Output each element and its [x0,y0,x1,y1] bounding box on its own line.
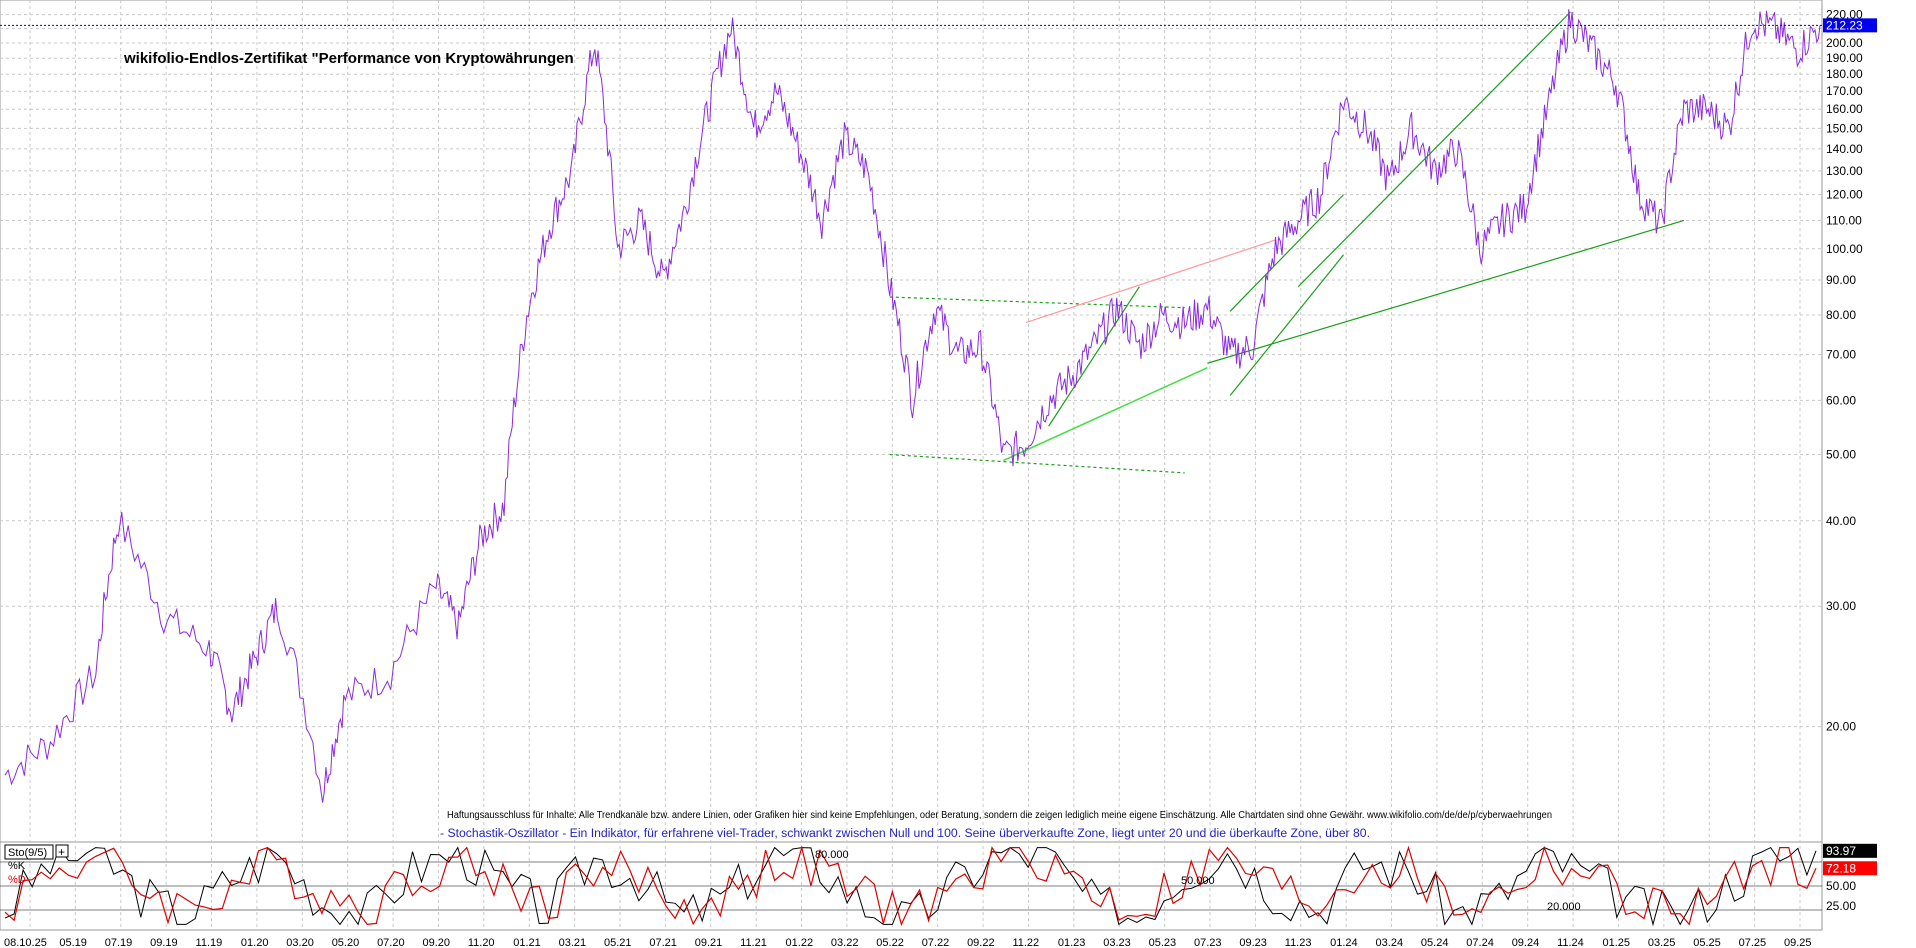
plus-icon[interactable]: + [58,845,65,859]
stochastic-legend-box[interactable] [4,844,54,860]
axes: 20.00 30.00 40.00 50.00 60.00 70.00 80.00 90.00… [0,8,1877,948]
x-tick-label: 05.22 [876,937,904,948]
y-tick-label: 190.00 [1826,51,1863,65]
x-tick-label: 11.23 [1285,937,1312,948]
x-tick-label: 09.25 [1784,937,1812,948]
x-tick-label: 07.24 [1466,937,1494,948]
trendline [1229,194,1344,312]
stoch-y-tick-label: 50.00 [1826,879,1856,893]
stoch-level-20-label: 20.000 [1547,901,1581,913]
stochastic-d-label: %D [8,874,26,886]
x-tick-label: 07.21 [649,937,677,948]
x-tick-label: 07.20 [377,937,405,948]
y-tick-label: 70.00 [1826,348,1856,362]
stoch-k-value-box [1823,843,1877,858]
y-tick-label: 80.00 [1826,308,1856,322]
x-tick-label: 08.10.25 [4,937,47,948]
y-tick-label: 30.00 [1826,599,1856,613]
trendline [1297,11,1571,288]
y-tick-label: 150.00 [1826,121,1863,135]
y-tick-label: 140.00 [1826,142,1863,156]
x-tick-label: 05.23 [1149,937,1177,948]
y-tick-label: 110.00 [1826,213,1862,227]
trendline [1229,254,1345,396]
stoch-d-value-label: 72.18 [1826,861,1856,875]
stoch-y-tick-label: 25.00 [1826,899,1856,913]
stochastic-legend-label: Sto(9/5) [8,847,47,859]
x-tick-label: 11.24 [1557,937,1584,948]
y-tick-label: 170.00 [1826,84,1863,98]
x-tick-label: 05.21 [604,937,632,948]
disclaimer-text: Haftungsausschluss für Inhalte: Alle Tre… [447,810,1552,821]
x-tick-label: 01.23 [1058,937,1086,948]
x-tick-label: 03.23 [1103,937,1131,948]
y-tick-label: 40.00 [1826,514,1856,528]
last-price-label: 212.23 [1826,18,1863,32]
x-tick-label: 01.20 [241,937,269,948]
stoch-level-80-label: 80.000 [815,849,849,861]
x-tick-label: 03.20 [286,937,314,948]
stochastic-series [4,845,1817,927]
x-tick-label: 03.25 [1648,937,1676,948]
x-tick-label: 01.22 [786,937,814,948]
x-tick-label: 07.22 [922,937,950,948]
x-tick-label: 05.24 [1421,937,1449,948]
x-tick-label: 01.21 [513,937,541,948]
price-line [4,9,1821,803]
stoch-d-line [4,845,1817,927]
x-tick-label: 11.20 [468,937,495,948]
x-tick-label: 09.24 [1512,937,1540,948]
x-tick-label: 03.21 [559,937,587,948]
y-tick-label: 120.00 [1826,188,1863,202]
x-tick-label: 03.24 [1376,937,1404,948]
x-tick-label: 07.19 [105,937,133,948]
x-tick-label: 11.19 [196,937,223,948]
trendlines [889,11,1685,474]
y-tick-label: 180.00 [1826,67,1863,81]
x-tick-label: 05.20 [332,937,360,948]
y-tick-label: 20.00 [1826,720,1856,734]
trendline [1207,219,1685,364]
trendline [1002,366,1208,462]
y-tick-label: 160.00 [1826,102,1863,116]
x-tick-label: 07.25 [1739,937,1767,948]
chart-title: wikifolio-Endlos-Zertifikat "Performance… [123,50,574,67]
x-tick-label: 01.24 [1330,937,1358,948]
x-tick-label: 03.22 [831,937,859,948]
stoch-k-value-label: 93.97 [1826,844,1856,858]
x-tick-label: 09.22 [967,937,995,948]
trendline [1048,286,1140,427]
price-series [4,9,1821,803]
x-tick-label: 05.19 [59,937,87,948]
expand-indicator-icon[interactable] [55,844,69,858]
y-tick-label: 130.00 [1826,164,1863,178]
indicator-note: - Stochastik-Oszillator - Ein Indikator,… [440,828,1370,840]
x-tick-label: 09.23 [1239,937,1267,948]
y-tick-label: 200.00 [1826,36,1863,50]
x-tick-label: 11.21 [740,937,767,948]
x-tick-label: 09.21 [695,937,723,948]
last-price-box [1823,18,1877,33]
stoch-d-value-box [1823,861,1877,876]
x-tick-label: 05.25 [1693,937,1721,948]
x-tick-label: 09.20 [422,937,450,948]
stochastic-k-label: %K [8,860,26,872]
x-tick-label: 07.23 [1194,937,1222,948]
y-tick-label: 90.00 [1826,273,1856,287]
y-tick-label: 60.00 [1826,393,1856,407]
stoch-level-50-label: 50.000 [1181,875,1215,887]
price-panel [0,0,1823,843]
trendline [889,296,1185,309]
trendline [1025,239,1276,324]
y-tick-label: 220.00 [1826,8,1863,22]
y-tick-label: 50.00 [1826,448,1856,462]
x-tick-label: 11.22 [1012,937,1039,948]
y-tick-label: 100.00 [1826,242,1863,256]
trendline [889,453,1185,474]
x-tick-label: 09.19 [150,937,178,948]
x-tick-label: 01.25 [1602,937,1630,948]
